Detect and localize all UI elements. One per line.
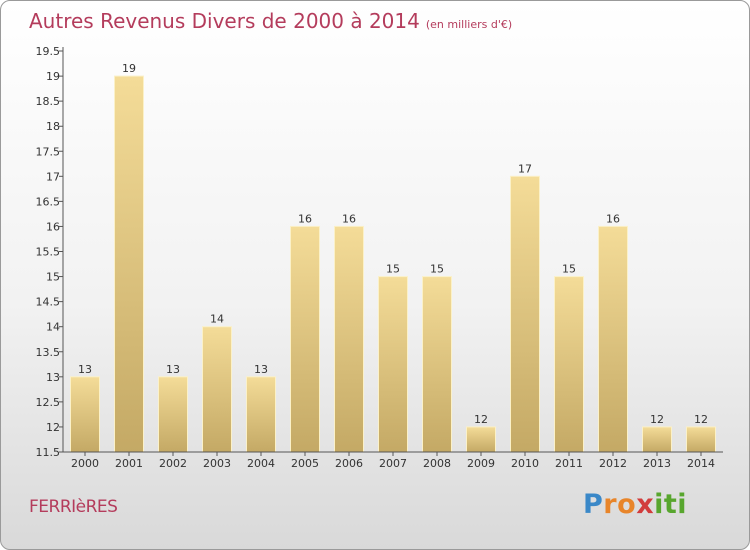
x-tick-label-2009: 2009	[467, 457, 495, 470]
x-tick-label-2001: 2001	[115, 457, 143, 470]
y-tick-label: 17.5	[36, 145, 61, 158]
y-tick-label: 14	[46, 321, 60, 334]
logo-letter: i	[677, 489, 688, 520]
bar-2001	[114, 75, 144, 453]
y-tick-label: 14.5	[36, 296, 61, 309]
bar-2011	[554, 276, 584, 453]
data-label-2001: 19	[122, 62, 136, 75]
y-tick-label: 16.5	[36, 195, 61, 208]
data-label-2013: 12	[650, 413, 664, 426]
y-tick-label: 18.5	[36, 95, 61, 108]
data-label-2014: 12	[694, 413, 708, 426]
bar-2009	[466, 426, 496, 453]
y-tick-label: 12	[46, 421, 60, 434]
logo-letter: r	[603, 489, 618, 520]
x-tick-label-2010: 2010	[511, 457, 539, 470]
data-label-2009: 12	[474, 413, 488, 426]
logo-letter: t	[663, 489, 678, 520]
bar-2007	[378, 276, 408, 453]
bar-2006	[334, 225, 364, 453]
y-tick-label: 19	[46, 70, 60, 83]
bar-2010	[510, 175, 540, 453]
bar-2004	[246, 376, 276, 453]
place-name: FERRIèRES	[29, 497, 118, 517]
bar-2005	[290, 225, 320, 453]
x-tick-label-2012: 2012	[599, 457, 627, 470]
bar-2013	[642, 426, 672, 453]
logo-letter: P	[583, 489, 604, 520]
y-tick-label: 12.5	[36, 396, 61, 409]
data-label-2008: 15	[430, 263, 444, 276]
chart-title: Autres Revenus Divers de 2000 à 2014 (en …	[29, 9, 512, 33]
chart-unit: (en milliers d'€)	[425, 18, 513, 31]
y-tick-label: 17	[46, 170, 60, 183]
data-label-2003: 14	[210, 313, 224, 326]
y-tick-label: 15.5	[36, 246, 61, 259]
data-label-2011: 15	[562, 263, 576, 276]
chart-title-text: Autres Revenus Divers de 2000 à 2014	[29, 9, 420, 33]
x-tick-label-2006: 2006	[335, 457, 363, 470]
y-tick-label: 16	[46, 220, 60, 233]
logo-letter: x	[636, 489, 655, 520]
x-tick-label-2003: 2003	[203, 457, 231, 470]
y-tick-label: 13	[46, 371, 60, 384]
y-tick-label: 11.5	[36, 446, 61, 459]
data-label-2010: 17	[518, 162, 532, 175]
bar-2000	[70, 376, 100, 453]
data-label-2007: 15	[386, 263, 400, 276]
bar-2003	[202, 326, 232, 453]
y-tick-label: 18	[46, 120, 60, 133]
x-tick-label-2013: 2013	[643, 457, 671, 470]
x-axis: 2000 2001 2002 2003 2004 2005 2006 2007 2008 2009…	[63, 451, 723, 470]
x-tick-label-2011: 2011	[555, 457, 583, 470]
data-label-2002: 13	[166, 363, 180, 376]
y-tick-label: 13.5	[36, 346, 61, 359]
data-label-2000: 13	[78, 363, 92, 376]
bar-2002	[158, 376, 188, 453]
x-tick-label-2007: 2007	[379, 457, 407, 470]
logo-letter: i	[654, 489, 664, 520]
y-axis: 11.5 12 12.5 13 13.5 14 14.5 15 15.5 16 16.5 17 17.5…	[36, 45, 64, 459]
bars-group: 13 19 13 14 13 16 16 15 15 12 17 15 16 12 12	[70, 62, 716, 453]
data-label-2004: 13	[254, 363, 268, 376]
x-tick-label-2004: 2004	[247, 457, 275, 470]
data-label-2006: 16	[342, 212, 356, 225]
logo-letter: o	[617, 489, 637, 520]
x-tick-label-2008: 2008	[423, 457, 451, 470]
bar-2014	[686, 426, 716, 453]
bar-2012	[598, 225, 628, 453]
bar-2008	[422, 276, 452, 453]
x-tick-label-2000: 2000	[71, 457, 99, 470]
y-tick-label: 19.5	[36, 45, 61, 58]
proxiti-logo[interactable]: Proxiti	[583, 489, 687, 520]
data-label-2012: 16	[606, 212, 620, 225]
y-tick-label: 15	[46, 271, 60, 284]
x-tick-label-2002: 2002	[159, 457, 187, 470]
x-tick-label-2014: 2014	[687, 457, 715, 470]
data-label-2005: 16	[298, 212, 312, 225]
x-tick-label-2005: 2005	[291, 457, 319, 470]
